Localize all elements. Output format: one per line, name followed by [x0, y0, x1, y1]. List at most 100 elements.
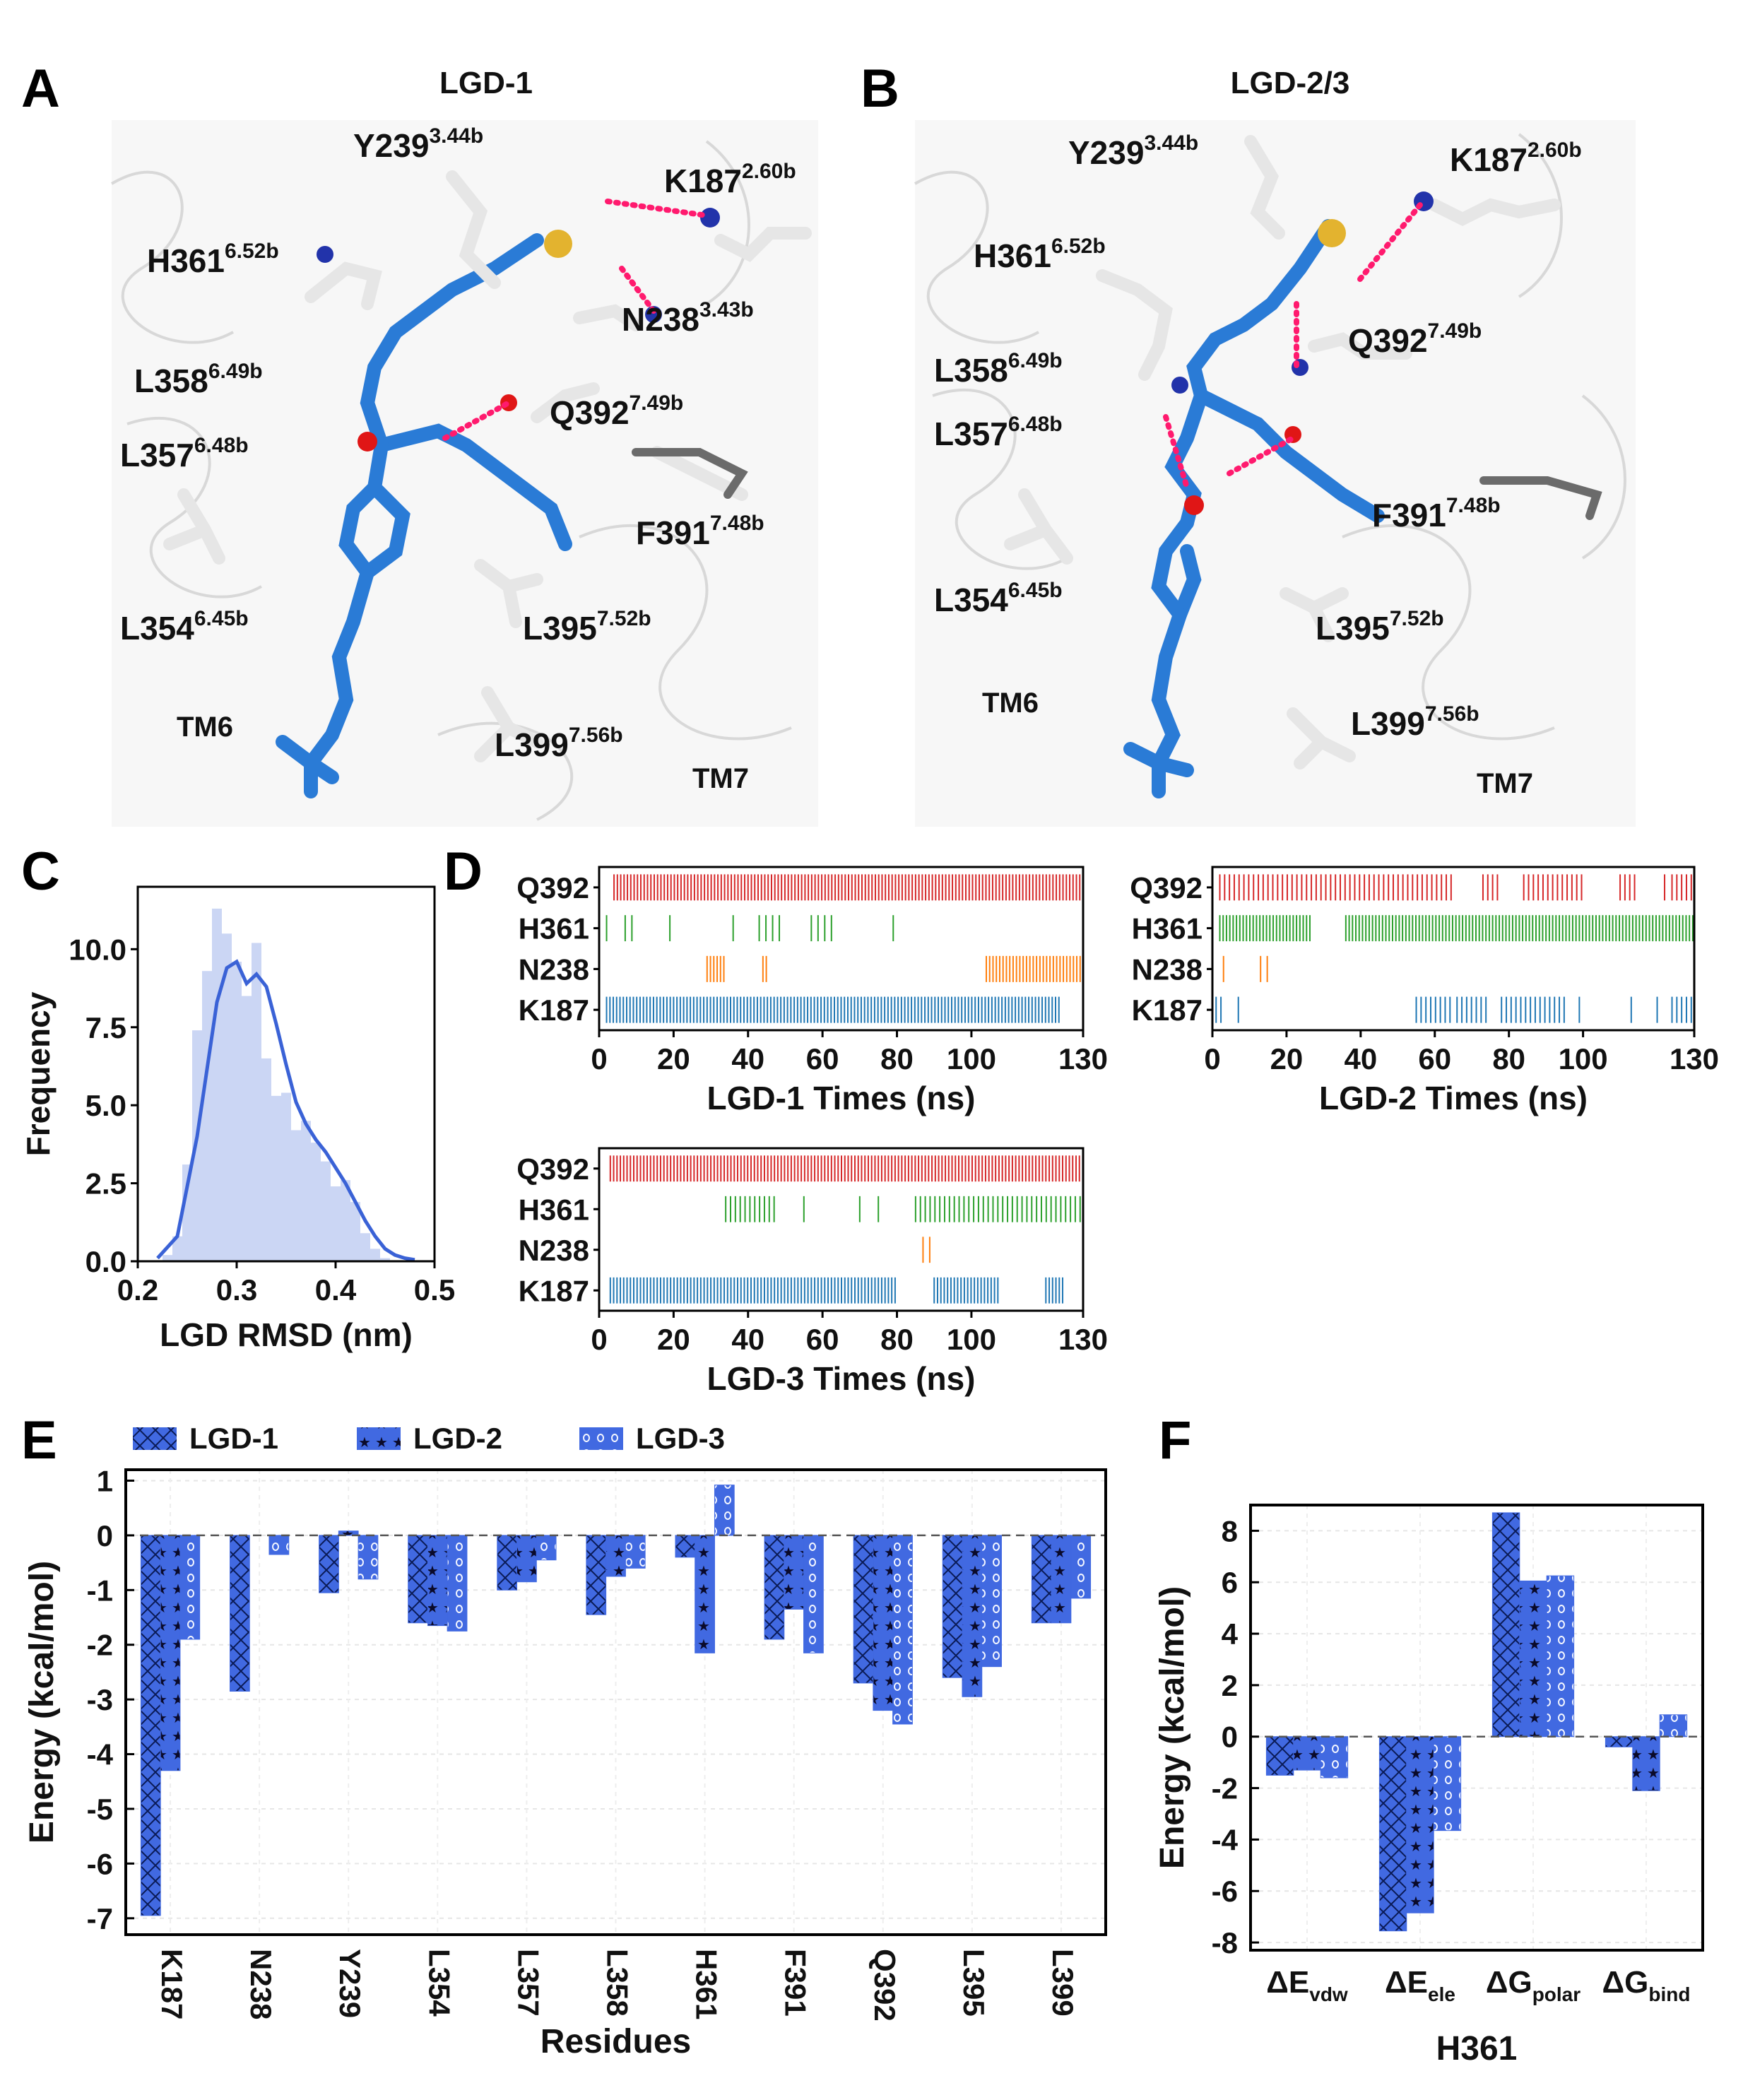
x-tick-subscript: ele: [1428, 1983, 1455, 2005]
panel-b-title: LGD-2/3: [1231, 66, 1350, 100]
hist-bar: [360, 1233, 370, 1261]
y-tick-label: -8: [1212, 1926, 1238, 1959]
x-tick-label: 0: [591, 1323, 607, 1356]
x-tick-label: 20: [657, 1323, 690, 1356]
y-tick-label: -4: [1212, 1823, 1239, 1856]
x-tick-label: 0.5: [414, 1273, 455, 1306]
hist-bar: [350, 1202, 360, 1261]
y-tick-label: 2: [1222, 1669, 1238, 1702]
row-label: H361: [519, 1193, 589, 1226]
panel-letter-a: A: [21, 59, 60, 119]
plot-frame: [598, 866, 1085, 1032]
hist-bar: [192, 1030, 202, 1261]
residue-superscript-n238: 3.43b: [699, 298, 754, 322]
y-tick-label: 0: [1222, 1721, 1238, 1754]
energy-bar: [784, 1535, 805, 1610]
residue-superscript-k187: 2.60b: [742, 160, 796, 183]
x-tick-label: L395: [957, 1949, 991, 2017]
energy-bar: [1632, 1736, 1660, 1791]
x-tick-label: 20: [1270, 1042, 1304, 1075]
energy-bar: [675, 1535, 696, 1558]
x-tick-label: F391: [779, 1949, 813, 2017]
panel-letter-c: C: [21, 842, 60, 902]
y-tick-label: -6: [1212, 1875, 1238, 1908]
panel-a-title: LGD-1: [439, 66, 533, 100]
x-tick-label: 60: [806, 1323, 839, 1356]
y-axis-label: Frequency: [20, 991, 57, 1156]
x-tick-label: ΔEvdw: [1266, 1965, 1348, 2005]
energy-bar: [605, 1535, 626, 1577]
y-tick-label: 1: [97, 1464, 113, 1497]
energy-bar: [1546, 1575, 1575, 1738]
energy-bar: [714, 1485, 735, 1536]
x-tick-label: Y239: [333, 1949, 367, 2018]
residue-superscript-l358: 6.49b: [208, 360, 263, 383]
energy-bar: [1491, 1512, 1520, 1738]
hist-bar: [311, 1143, 321, 1261]
y-tick-label: 0.0: [85, 1245, 126, 1278]
energy-bar: [358, 1535, 379, 1580]
panel-letter-f: F: [1159, 1410, 1192, 1470]
plot-frame: [136, 885, 436, 1263]
hist-bar: [172, 1236, 182, 1261]
residue-superscript-k187: 2.60b: [1528, 138, 1582, 162]
x-tick-label: 80: [1492, 1042, 1525, 1075]
residue-superscript-l354: 6.45b: [1008, 579, 1063, 602]
x-tick-label: 130: [1058, 1042, 1108, 1075]
x-tick-label: 100: [947, 1042, 996, 1075]
x-tick-label: 60: [806, 1042, 839, 1075]
residue-superscript-q392: 7.49b: [630, 391, 684, 415]
energy-bar: [1519, 1580, 1547, 1738]
energy-bar: [695, 1535, 715, 1653]
helix-label-tm6: TM6: [982, 688, 1039, 719]
energy-bar: [764, 1535, 785, 1640]
x-tick-label: 60: [1418, 1042, 1451, 1075]
residue-superscript-l354: 6.45b: [194, 607, 249, 630]
residue-superscript-f391: 7.48b: [1446, 494, 1501, 517]
panel-b-structure: LGD-2/3: [914, 66, 1636, 827]
residue-label-q392: Q3927.49b: [550, 391, 683, 431]
energy-bar: [140, 1535, 161, 1916]
energy-bar: [1265, 1736, 1294, 1776]
x-axis-label: LGD RMSD (nm): [160, 1316, 413, 1353]
legend-label: LGD-1: [189, 1422, 278, 1455]
y-tick-label: 7.5: [85, 1011, 126, 1044]
energy-bar: [497, 1535, 518, 1591]
y-tick-label: -7: [87, 1902, 113, 1935]
residue-superscript-l399: 7.56b: [1425, 702, 1479, 726]
energy-bar: [1433, 1736, 1462, 1831]
x-axis-label: LGD-1 Times (ns): [707, 1080, 976, 1116]
y-tick-label: -6: [87, 1847, 113, 1880]
x-tick-label: 100: [1559, 1042, 1608, 1075]
x-tick-subscript: bind: [1648, 1983, 1690, 2005]
row-label: K187: [1132, 993, 1203, 1027]
x-tick-label: 80: [880, 1042, 914, 1075]
x-tick-label: 130: [1670, 1042, 1719, 1075]
x-tick-label: N238: [244, 1949, 278, 2019]
x-tick-label: 0.3: [216, 1273, 257, 1306]
helix-label-tm7: TM7: [692, 763, 749, 794]
energy-bar: [268, 1535, 290, 1555]
helix-label-tm6: TM6: [177, 712, 233, 743]
x-tick-subscript: polar: [1532, 1983, 1581, 2005]
energy-bar: [962, 1535, 983, 1697]
legend-swatch: [357, 1427, 401, 1450]
energy-bar: [1070, 1535, 1092, 1599]
residue-superscript-h361: 6.52b: [1051, 235, 1106, 258]
energy-bar: [536, 1535, 557, 1561]
x-tick-label: 0.2: [117, 1273, 158, 1306]
energy-bar: [1293, 1736, 1321, 1771]
chart-e-residue-energy: 1 0 -1 -2 -3 -4 -5 -6 -7 K187 N238 Y239 L354 L357 L358…: [23, 1422, 1107, 2060]
x-tick-label: 130: [1058, 1323, 1108, 1356]
hist-bar: [331, 1186, 341, 1261]
energy-bar: [1031, 1535, 1052, 1624]
x-axis-label: LGD-3 Times (ns): [707, 1360, 976, 1397]
hist-bar: [222, 933, 232, 1261]
panel-a-structure: LGD-1: [110, 66, 818, 827]
energy-bar: [892, 1535, 913, 1725]
x-tick-label: 20: [657, 1042, 690, 1075]
energy-bar: [230, 1535, 250, 1692]
x-tick-label: 40: [731, 1323, 764, 1356]
residue-label-f391: F3917.48b: [1372, 494, 1501, 533]
